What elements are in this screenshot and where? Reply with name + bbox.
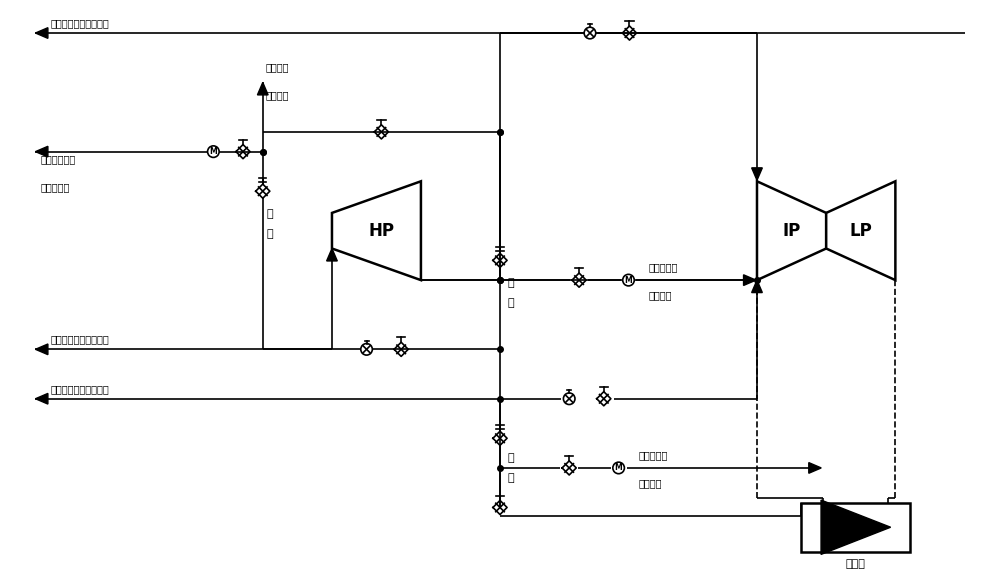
Circle shape (613, 462, 624, 474)
Text: 至冷端再: 至冷端再 (266, 62, 289, 73)
Text: 来减温水: 来减温水 (638, 478, 662, 488)
Text: M: M (209, 147, 217, 156)
Polygon shape (757, 181, 826, 280)
Text: 凝汽器: 凝汽器 (846, 559, 866, 569)
Polygon shape (35, 146, 48, 157)
Text: M: M (615, 463, 622, 472)
Text: 低: 低 (508, 453, 515, 463)
Circle shape (623, 275, 634, 286)
Text: 高: 高 (267, 209, 273, 219)
Polygon shape (332, 181, 421, 280)
Text: 旁: 旁 (508, 473, 515, 483)
Polygon shape (809, 463, 821, 473)
Circle shape (361, 344, 372, 355)
Polygon shape (35, 394, 48, 404)
Text: 高压过热器出口来蒸汽: 高压过热器出口来蒸汽 (50, 335, 109, 344)
Polygon shape (752, 280, 762, 293)
Polygon shape (744, 275, 756, 285)
Text: 来减温水: 来减温水 (648, 290, 672, 300)
Circle shape (584, 27, 596, 39)
Text: 高温再热器出口来蒸汽: 高温再热器出口来蒸汽 (50, 18, 109, 28)
Text: 旁: 旁 (267, 229, 273, 239)
Text: M: M (625, 276, 632, 285)
Polygon shape (821, 500, 891, 554)
Text: 热器入口: 热器入口 (266, 90, 289, 100)
Text: 凝结水杂用: 凝结水杂用 (648, 262, 678, 272)
Text: HP: HP (368, 222, 394, 240)
Text: 低压过热器出口来蒸汽: 低压过热器出口来蒸汽 (50, 384, 109, 394)
Text: IP: IP (782, 222, 801, 240)
Text: 头来减温水: 头来减温水 (40, 182, 70, 192)
Polygon shape (327, 248, 337, 261)
Polygon shape (35, 344, 48, 355)
Circle shape (563, 393, 575, 404)
Text: 凝结水杂用: 凝结水杂用 (638, 450, 668, 460)
Polygon shape (752, 168, 762, 180)
Polygon shape (35, 27, 48, 38)
Text: 高压给水泵抽: 高压给水泵抽 (40, 154, 76, 165)
Text: LP: LP (849, 222, 872, 240)
Bar (801, 503, 910, 552)
Polygon shape (826, 181, 895, 280)
Text: 旁: 旁 (508, 298, 515, 308)
Polygon shape (257, 82, 268, 95)
Text: 中: 中 (508, 278, 515, 288)
Circle shape (208, 146, 219, 157)
